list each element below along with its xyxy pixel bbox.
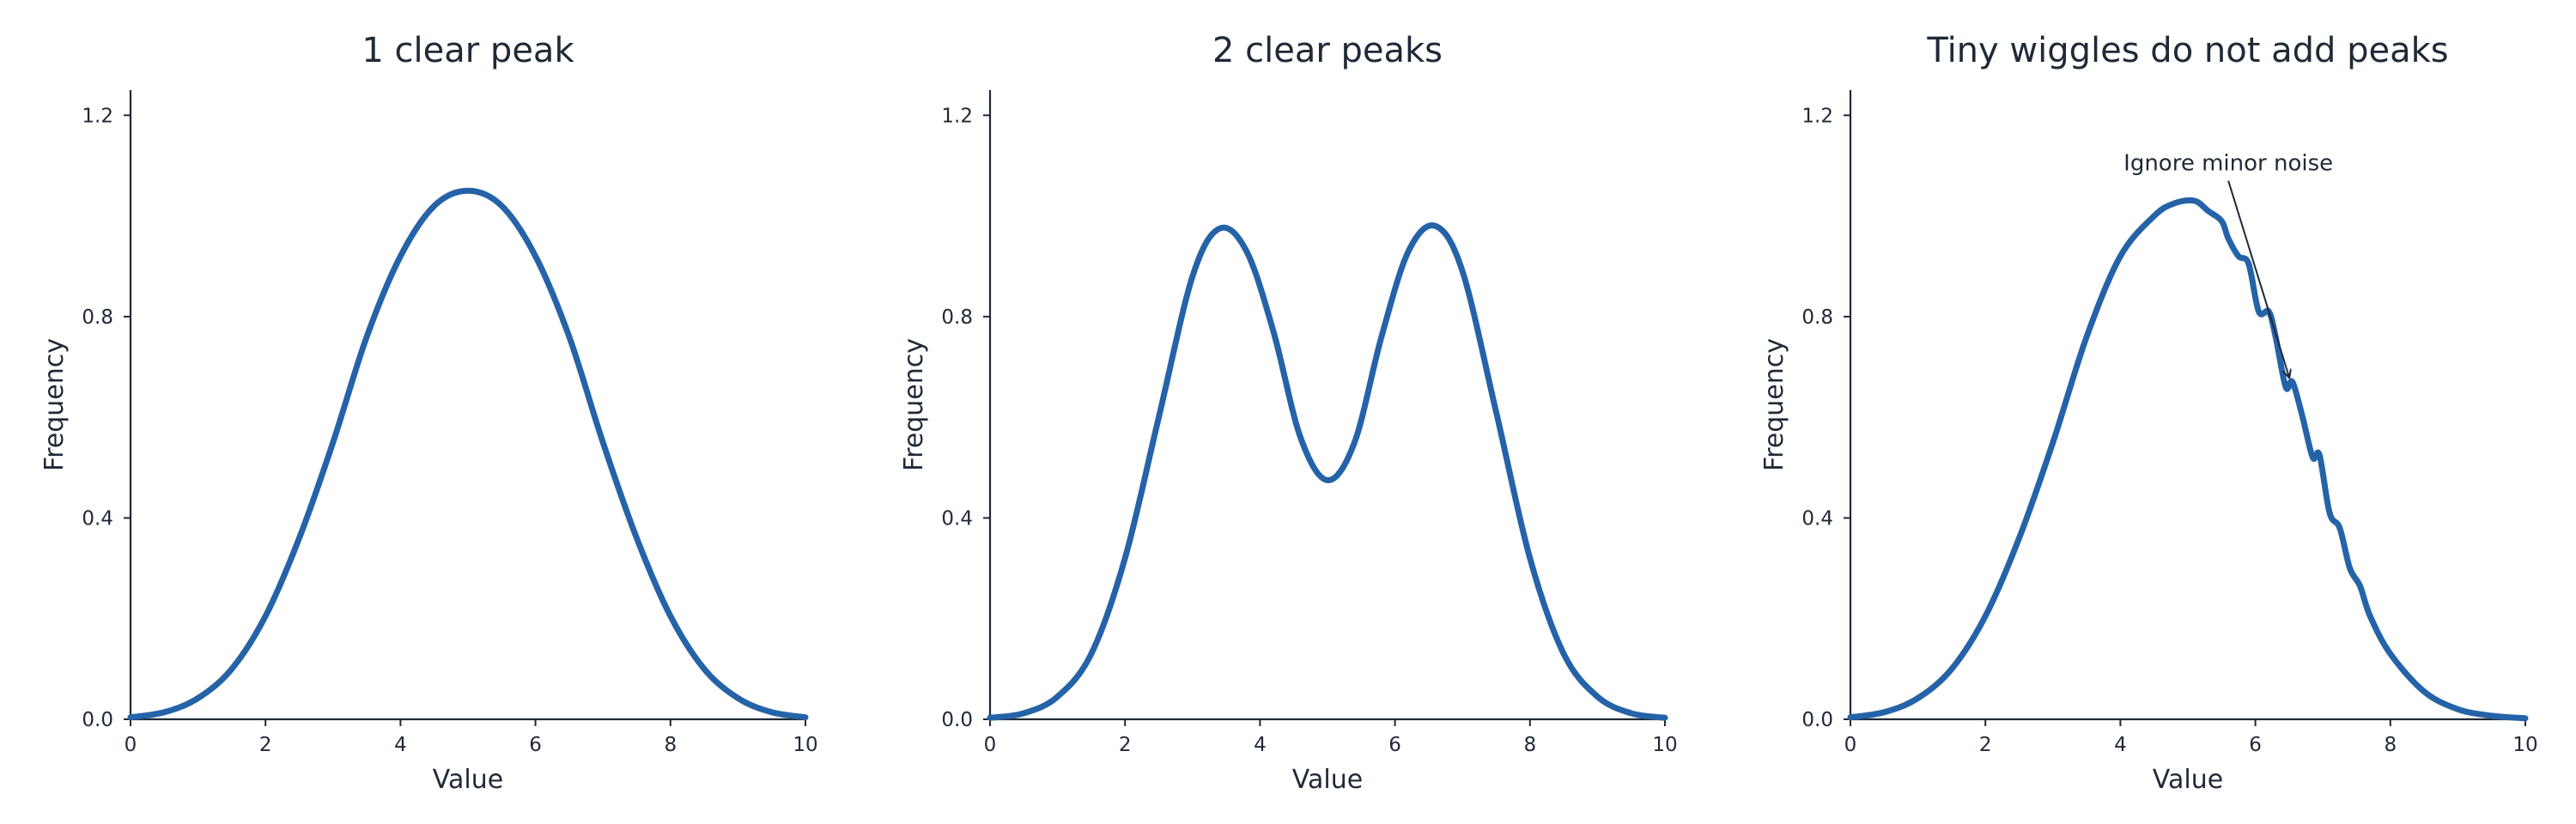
x-tick-label: 0 [984,734,997,756]
x-tick-label: 10 [1652,734,1677,756]
y-tick-label: 0.4 [1801,507,1833,530]
x-tick-label: 2 [1119,734,1132,756]
chart-title: 2 clear peaks [1212,31,1443,70]
chart-panel-2: 2 clear peaks 0 2 4 6 8 10 0.0 0.4 0.8 1.2 Value Fre… [899,31,1678,795]
x-tick-label: 4 [394,734,407,756]
x-axis-label: Value [1292,765,1363,795]
chart-title: Tiny wiggles do not add peaks [1926,31,2448,70]
x-tick-label: 4 [2114,734,2127,756]
y-axis-label: Frequency [1759,338,1789,471]
x-tick-label: 8 [1523,734,1536,756]
x-tick-label: 2 [1979,734,1992,756]
series-line [1847,197,2529,722]
y-tick-label: 0.8 [82,306,113,329]
x-tick-label: 10 [793,734,817,756]
x-tick-label: 0 [1844,734,1857,756]
y-axis-label: Frequency [899,338,929,471]
x-axis-label: Value [433,765,503,795]
annotation-text: Ignore minor noise [2123,151,2333,177]
x-tick-label: 8 [2384,734,2397,756]
chart-panel-3: Tiny wiggles do not add peaks 0 2 4 6 8 10 0.0 0… [1759,31,2538,795]
x-tick-label: 2 [259,734,272,756]
x-axis-label: Value [2153,765,2223,795]
y-tick-label: 0.0 [941,709,973,731]
y-tick-label: 0.8 [1801,306,1833,329]
annotation-arrow [2227,180,2289,378]
series-line [987,222,1668,721]
x-tick-label: 6 [529,734,542,756]
x-tick-label: 8 [664,734,677,756]
y-tick-label: 0.8 [941,306,973,329]
chart-title: 1 clear peak [361,31,574,70]
chart-panel-1: 1 clear peak 0 2 4 6 8 10 0.0 0.4 0.8 1.2 Value Freq… [39,31,818,795]
y-tick-label: 1.2 [941,105,973,127]
x-tick-label: 4 [1254,734,1267,756]
y-tick-label: 0.4 [941,507,973,530]
x-tick-label: 10 [2512,734,2537,756]
y-tick-label: 0.4 [82,507,113,530]
y-tick-label: 0.0 [82,709,113,731]
x-tick-label: 6 [2249,734,2262,756]
y-tick-label: 0.0 [1801,709,1833,731]
x-tick-label: 0 [125,734,137,756]
y-tick-label: 1.2 [1801,105,1833,127]
series-line [127,187,809,721]
x-tick-label: 6 [1388,734,1401,756]
y-axis-label: Frequency [39,338,70,471]
y-tick-label: 1.2 [82,105,113,127]
